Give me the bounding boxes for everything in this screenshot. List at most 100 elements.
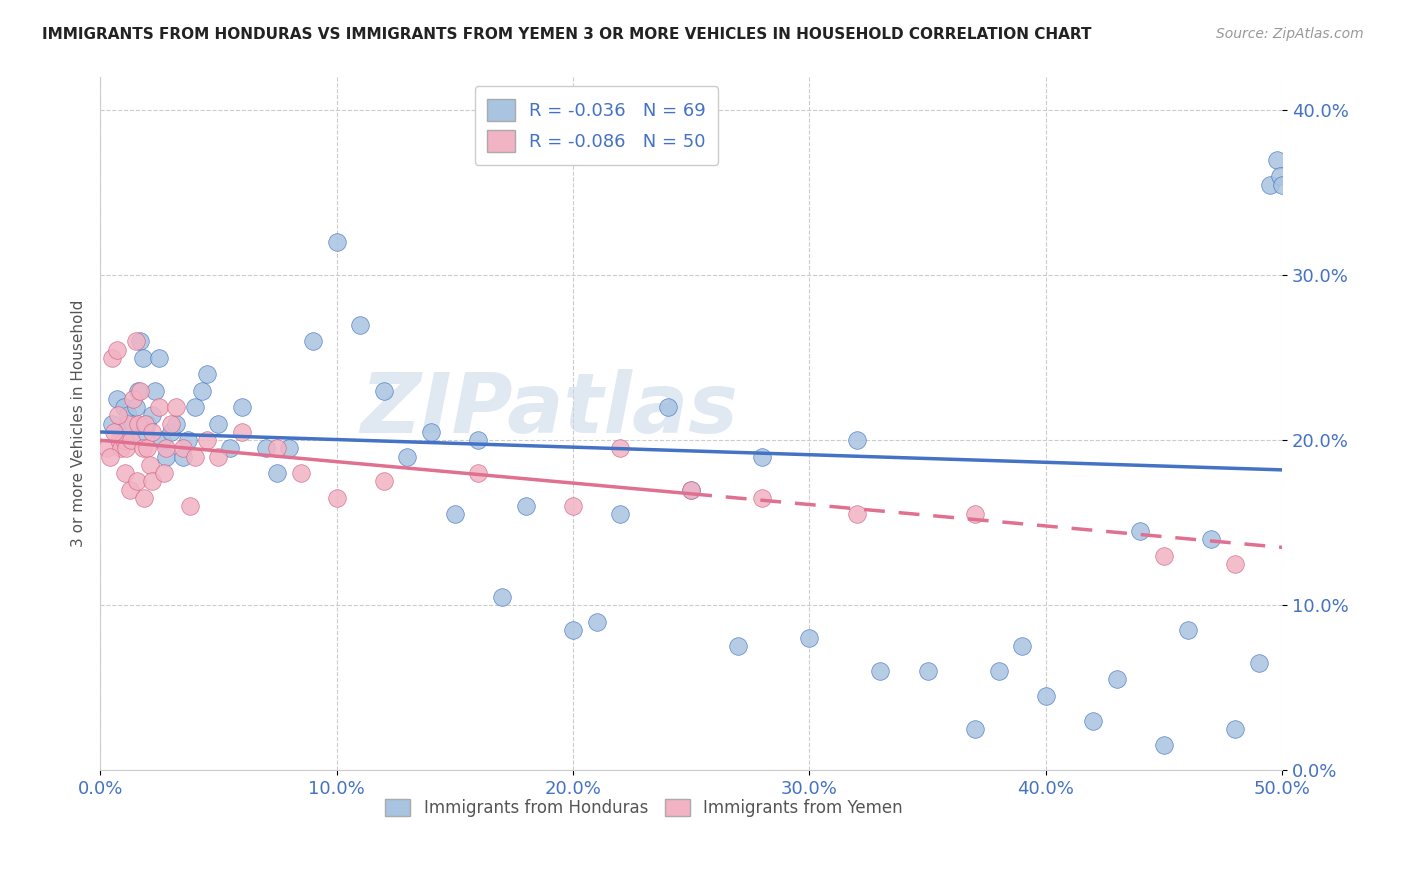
Point (325, 491, 347, 505)
Point (1268, 169, 1291, 184)
Point (231, 401, 253, 415)
Point (799, 631, 821, 645)
Point (115, 442, 138, 456)
Point (127, 384, 149, 398)
Point (195, 434, 218, 448)
Point (491, 590, 513, 604)
Point (160, 417, 183, 431)
Point (1267, 153, 1289, 167)
Point (150, 434, 173, 448)
Point (132, 491, 155, 505)
Point (290, 466, 312, 480)
Point (131, 442, 153, 456)
Point (195, 368, 218, 382)
Point (183, 401, 205, 415)
Point (155, 450, 177, 464)
Point (657, 401, 679, 415)
Y-axis label: 3 or more Vehicles in Household: 3 or more Vehicles in Household (72, 300, 86, 548)
Point (183, 450, 205, 464)
Point (562, 623, 585, 637)
Point (155, 442, 177, 456)
Point (219, 442, 242, 456)
Point (609, 508, 631, 522)
Point (254, 442, 277, 456)
Point (141, 475, 163, 489)
Point (420, 425, 443, 439)
Point (1081, 714, 1104, 728)
Point (134, 417, 156, 431)
Point (1153, 738, 1175, 752)
Point (125, 475, 148, 489)
Point (101, 351, 124, 365)
Point (1271, 178, 1294, 192)
Point (112, 401, 135, 415)
Point (122, 417, 145, 431)
Point (101, 417, 124, 431)
Point (845, 434, 868, 448)
Point (122, 392, 145, 406)
Point (1129, 524, 1152, 538)
Point (562, 499, 585, 513)
Point (117, 417, 139, 431)
Point (917, 664, 939, 678)
Point (165, 401, 187, 415)
Point (108, 434, 131, 448)
Point (110, 442, 132, 456)
Point (751, 491, 773, 505)
Point (124, 334, 146, 349)
Point (120, 434, 142, 448)
Point (105, 392, 128, 406)
Point (141, 425, 163, 439)
Point (118, 483, 141, 497)
Point (127, 417, 149, 431)
Point (963, 722, 986, 736)
Point (134, 425, 156, 439)
Point (131, 351, 153, 365)
Point (148, 401, 170, 415)
Point (1035, 689, 1057, 703)
Point (325, 235, 347, 250)
Point (1247, 656, 1270, 670)
Point (136, 442, 159, 456)
Point (160, 425, 183, 439)
Point (136, 417, 159, 431)
Point (96, 442, 118, 456)
Point (141, 409, 163, 423)
Point (105, 343, 128, 357)
Point (1223, 722, 1246, 736)
Point (153, 466, 176, 480)
Point (179, 499, 201, 513)
Point (207, 417, 229, 431)
Point (115, 425, 138, 439)
Point (176, 434, 198, 448)
Point (373, 475, 395, 489)
Point (231, 425, 253, 439)
Point (302, 334, 325, 349)
Point (139, 458, 162, 472)
Point (278, 442, 301, 456)
Point (172, 450, 194, 464)
Point (1223, 557, 1246, 571)
Point (1177, 623, 1199, 637)
Point (467, 434, 489, 448)
Point (585, 615, 607, 629)
Point (1260, 178, 1282, 192)
Point (1011, 640, 1033, 654)
Legend: Immigrants from Honduras, Immigrants from Yemen: Immigrants from Honduras, Immigrants fro… (378, 792, 910, 824)
Point (845, 508, 868, 522)
Point (987, 664, 1010, 678)
Point (609, 442, 631, 456)
Point (103, 425, 125, 439)
Point (751, 450, 773, 464)
Point (143, 384, 166, 398)
Text: Source: ZipAtlas.com: Source: ZipAtlas.com (1216, 27, 1364, 41)
Point (681, 483, 703, 497)
Point (727, 640, 749, 654)
Text: IMMIGRANTS FROM HONDURAS VS IMMIGRANTS FROM YEMEN 3 OR MORE VEHICLES IN HOUSEHOL: IMMIGRANTS FROM HONDURAS VS IMMIGRANTS F… (42, 27, 1091, 42)
Point (172, 442, 194, 456)
Point (467, 466, 489, 480)
Point (148, 351, 170, 365)
Point (869, 664, 891, 678)
Text: ZIPatlas: ZIPatlas (360, 369, 738, 450)
Point (120, 425, 142, 439)
